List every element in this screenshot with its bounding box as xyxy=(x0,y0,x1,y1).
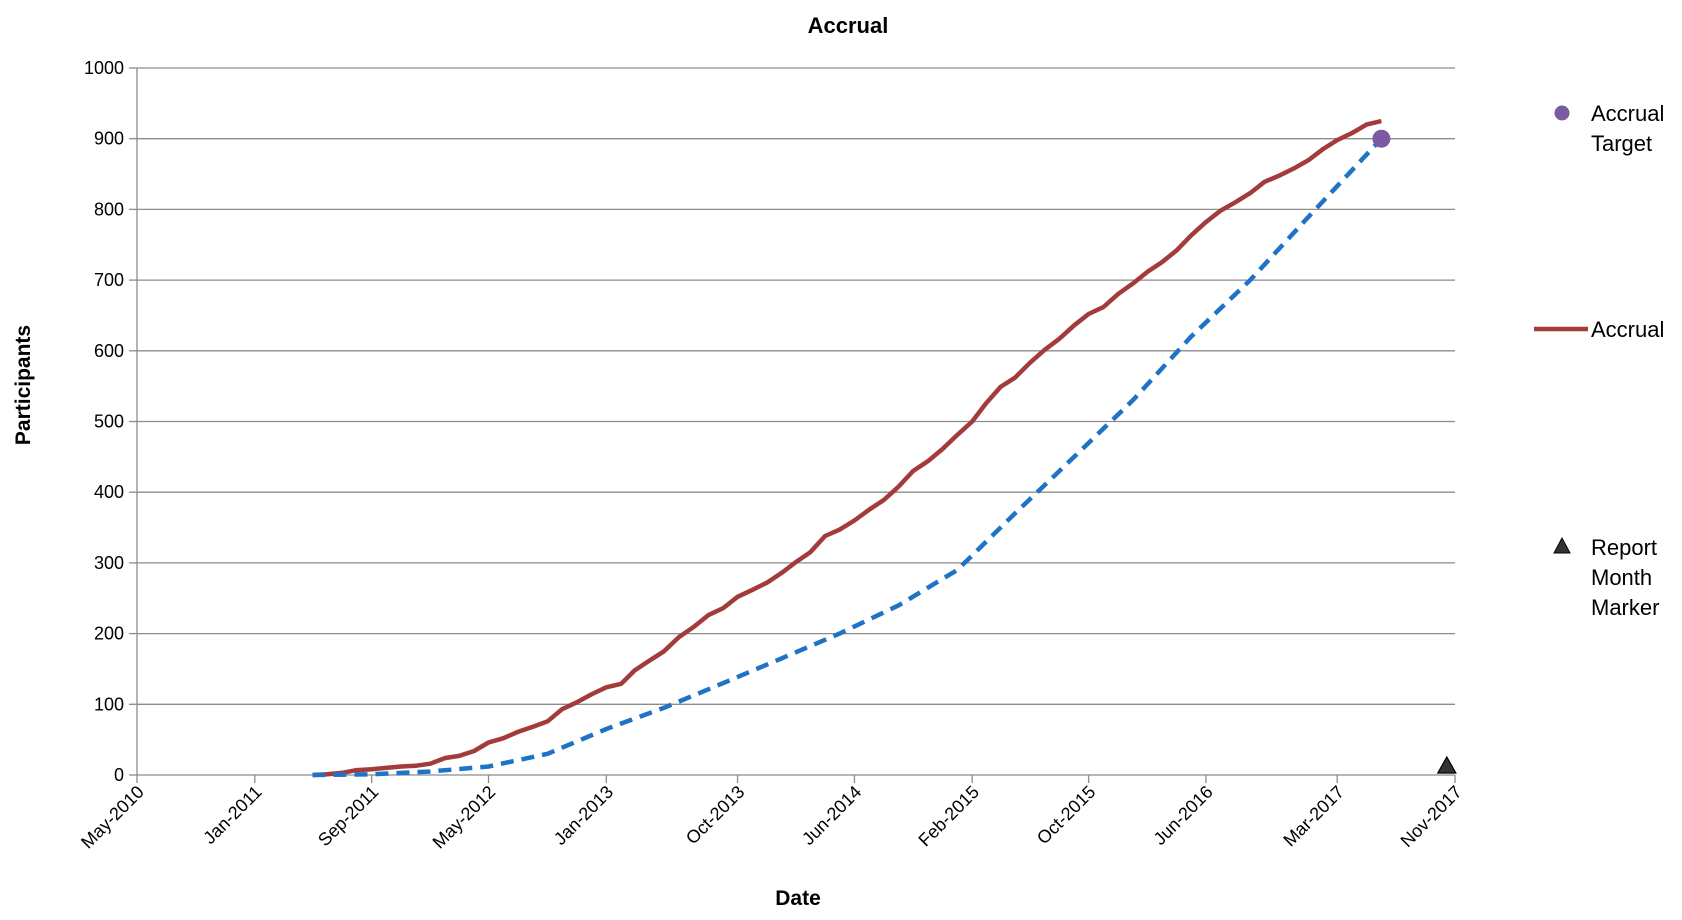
series-lines xyxy=(312,118,1384,778)
y-axis-ticks: 0 100 200 300 400 500 600 700 800 900 1000 xyxy=(84,58,137,785)
y-tick-label: 700 xyxy=(94,270,124,290)
x-tick-label: Sep-2011 xyxy=(314,782,382,850)
legend-label: Accrual xyxy=(1591,101,1664,126)
legend-label: Accrual xyxy=(1591,317,1664,342)
markers xyxy=(1372,129,1457,774)
y-tick-label: 1000 xyxy=(84,58,124,78)
accrual-target-marker xyxy=(1372,129,1391,148)
y-tick-label: 900 xyxy=(94,129,124,149)
y-tick-label: 100 xyxy=(94,694,124,714)
x-tick-label: Oct-2015 xyxy=(1033,782,1100,849)
y-tick-label: 300 xyxy=(94,553,124,573)
x-axis-title: Date xyxy=(775,887,821,910)
x-tick-label: Jan-2011 xyxy=(199,782,265,848)
x-tick-label: Jan-2013 xyxy=(550,782,617,849)
legend-label: Report xyxy=(1591,535,1657,560)
y-tick-label: 400 xyxy=(94,482,124,502)
x-tick-label: Nov-2017 xyxy=(1396,782,1465,851)
legend-label: Month xyxy=(1591,565,1652,590)
x-tick-label: Mar-2017 xyxy=(1279,782,1348,851)
x-tick-label: Oct-2013 xyxy=(682,782,749,849)
x-tick-label: May-2010 xyxy=(77,782,148,853)
y-tick-label: 600 xyxy=(94,341,124,361)
x-tick-label: Jun-2016 xyxy=(1150,782,1217,849)
y-tick-label: 200 xyxy=(94,624,124,644)
x-tick-label: May-2012 xyxy=(429,782,500,853)
x-tick-label: Feb-2015 xyxy=(914,782,983,851)
legend-circle-swatch xyxy=(1554,105,1570,121)
target-trend-line xyxy=(312,137,1384,778)
y-tick-label: 500 xyxy=(94,412,124,432)
legend-label: Target xyxy=(1591,131,1652,156)
legend: Accrual Target Accrual Report Month Marker xyxy=(1534,101,1664,620)
report-month-marker xyxy=(1436,755,1457,774)
accrual-line xyxy=(312,118,1382,778)
chart-title: Accrual xyxy=(808,13,889,38)
x-tick-label: Jun-2014 xyxy=(798,782,865,849)
legend-triangle-swatch xyxy=(1553,536,1571,554)
legend-label: Marker xyxy=(1591,595,1659,620)
y-axis-title: Participants xyxy=(12,325,35,445)
x-axis-ticks: May-2010 Jan-2011 Sep-2011 May-2012 Jan-2013… xyxy=(77,775,1466,852)
y-tick-label: 0 xyxy=(114,765,124,785)
y-tick-label: 800 xyxy=(94,199,124,219)
gridlines xyxy=(137,67,1455,705)
